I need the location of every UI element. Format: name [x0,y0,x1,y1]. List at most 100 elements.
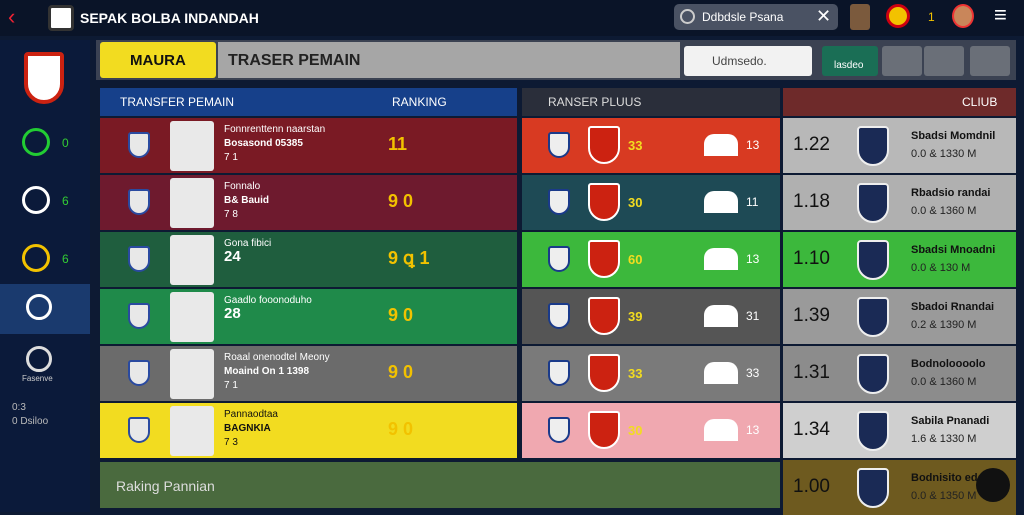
club-sub: 0.0 & 1330 M [911,148,977,160]
club-row[interactable]: 1.34 Sabila Pnanadi 1.6 & 1330 M [783,403,1016,458]
line3: 7 1 [224,152,238,163]
stat-a: 33 [628,366,643,381]
crest [588,126,620,164]
player-icon [704,191,738,213]
close-icon[interactable]: ✕ [816,6,832,26]
fab[interactable] [976,468,1010,502]
club-sub: 0.0 & 1360 M [911,205,977,217]
crest [548,417,570,443]
club-row[interactable]: 30 11 [522,175,780,230]
line1: Fonnrenttenn naarstan [224,124,326,135]
player-row[interactable]: Fonnalo B& Bauid 7 8 9 0 [100,175,517,230]
app-title: SEPAK BOLBA INDANDAH [80,10,259,26]
club-logo [857,468,889,508]
tool-button[interactable] [924,46,964,76]
line3: 7 1 [224,380,238,391]
crest [548,132,570,158]
club-logo [857,297,889,337]
stat-a: 39 [628,309,643,324]
stat-b: 33 [746,366,760,380]
line3: 7 8 [224,209,238,220]
club-row[interactable]: 33 13 [522,118,780,173]
club-row[interactable]: 1.31 Bodnoloooolo 0.0 & 1360 M [783,346,1016,401]
sidebar-icon[interactable] [22,128,50,156]
button[interactable]: lasdeo [822,46,878,76]
club-row[interactable]: 60 13 [522,232,780,287]
club-sub: 0.0 & 130 M [911,262,971,274]
back-button[interactable]: ‹ [8,4,16,29]
crest [588,411,620,449]
value: 1.39 [793,305,830,326]
club-crest [128,360,150,386]
player-row[interactable]: Gona fibici 24 9 ꝗ 1 [100,232,517,287]
club-row[interactable]: 30 13 [522,403,780,458]
rank: 9 ꝗ 1 [388,248,430,268]
value: 1.18 [793,191,830,212]
club-row[interactable]: 39 31 [522,289,780,344]
badge [886,4,910,28]
tab-label: MAURA [130,52,186,69]
crest [588,240,620,278]
club-row[interactable]: 1.39 Sbadoi Rnandai 0.2 & 1390 M [783,289,1016,344]
value: 1.22 [793,134,830,155]
tool-button[interactable] [882,46,922,76]
line2: Bosasond 05385 [224,138,303,149]
panel-header [100,88,517,116]
sidebar-icon[interactable] [26,346,52,372]
club-logo [857,411,889,451]
sidebar-icon[interactable] [26,294,52,320]
search-box[interactable]: Ddbdsle Psana ✕ [674,4,838,30]
crest [588,354,620,392]
tab[interactable]: MAURA [100,42,216,78]
search-text: Ddbdsle Psana [702,10,784,24]
sidebar-count: 0 [62,136,69,150]
sidebar-count: 6 [62,194,69,208]
line2: 24 [224,248,241,265]
club-logo [857,240,889,280]
logo [48,5,74,31]
line2: B& Bauid [224,195,269,206]
line1: Gona fibici [224,238,272,249]
club-name: Bodnisito eda [911,472,984,484]
select-text: Udmsedo. [712,54,767,68]
club-logo [857,183,889,223]
stat-a: 33 [628,138,643,153]
club-crest [128,246,150,272]
stat-b: 13 [746,423,760,437]
crest [548,246,570,272]
player-photo [170,178,214,228]
club-logo [857,126,889,166]
club-row[interactable]: 33 33 [522,346,780,401]
club-row[interactable]: 1.10 Sbadsi Mnoadni 0.0 & 130 M [783,232,1016,287]
club-row[interactable]: 1.18 Rbadsio randai 0.0 & 1360 M [783,175,1016,230]
player-row[interactable]: Gaadlo fooonoduho 28 9 0 [100,289,517,344]
select[interactable]: Udmsedo. [684,46,812,76]
rank: 9 0 [388,305,414,325]
sidebar-icon[interactable] [22,244,50,272]
footer-label: Raking Pannian [116,478,215,494]
line1: Roaal onenodtel Meony [224,352,330,363]
player-row[interactable]: Pannaodtaa BAGNKIA 7 3 9 0 [100,403,517,458]
player-photo [170,406,214,456]
tool-button[interactable] [970,46,1010,76]
line3: 7 3 [224,437,238,448]
sidebar-icon[interactable] [22,186,50,214]
sidebar-count: 6 [62,252,69,266]
player-row[interactable]: Roaal onenodtel Meony Moaind On 1 1398 7 1… [100,346,517,401]
line2: 28 [224,305,241,322]
club-row[interactable]: 1.22 Sbadsi Momdnil 0.0 & 1330 M [783,118,1016,173]
footer-bar [100,462,780,508]
player-row[interactable]: Fonnrenttenn naarstan Bosasond 05385 7 1 11 [100,118,517,173]
value: 1.10 [793,248,830,269]
stat-b: 11 [746,195,759,209]
club-name: Bodnoloooolo [911,358,986,370]
line2: BAGNKIA [224,423,271,434]
rank: 9 0 [388,191,414,211]
club-name: Sbadsi Momdnil [911,130,996,142]
club-crest [128,417,150,443]
profile [952,4,974,28]
value: 1.31 [793,362,830,383]
player-icon [704,362,738,384]
menu-icon[interactable]: ≡ [994,2,1007,27]
